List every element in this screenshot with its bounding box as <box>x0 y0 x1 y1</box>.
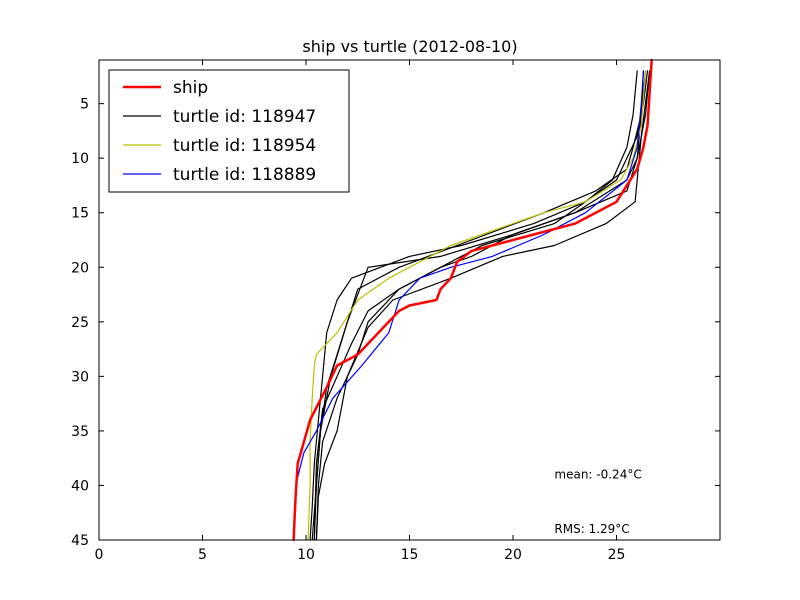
y-tick-label: 5 <box>80 97 89 113</box>
series-line-8 <box>292 58 653 542</box>
y-tick-label: 15 <box>71 206 89 222</box>
y-tick-label: 45 <box>71 533 89 549</box>
chart-title: ship vs turtle (2012-08-10) <box>302 37 517 56</box>
legend: ship turtle id: 118947 turtle id: 118954 tu… <box>108 69 350 193</box>
annotation-1: RMS: 1.29°C <box>554 522 629 536</box>
x-tick-label: 10 <box>297 547 315 563</box>
x-tick-label: 0 <box>95 547 104 563</box>
series-line-0 <box>309 70 638 541</box>
annotation-layer: mean: -0.24°C RMS: 1.29°C <box>554 468 641 537</box>
series-layer <box>292 58 653 542</box>
legend-box <box>108 69 350 193</box>
series-line-4 <box>315 70 651 541</box>
legend-label-3: turtle id: 118889 <box>173 165 316 185</box>
legend-label-2: turtle id: 118954 <box>173 136 316 156</box>
x-tick-label: 20 <box>504 547 522 563</box>
x-tick-label: 15 <box>401 547 419 563</box>
annotation-0: mean: -0.24°C <box>554 468 641 482</box>
legend-label-0: ship <box>173 78 208 98</box>
y-tick-label: 20 <box>71 260 89 276</box>
series-line-5 <box>315 70 651 541</box>
series-line-6 <box>307 70 647 541</box>
legend-label-1: turtle id: 118947 <box>173 107 316 127</box>
y-tick-label: 35 <box>71 424 89 440</box>
axes-layer: 0 5 10 15 20 25 5 10 15 20 25 30 35 40 45 <box>71 60 720 563</box>
series-line-7 <box>293 70 644 541</box>
y-tick-label: 30 <box>71 369 89 385</box>
x-tick-label: 5 <box>198 547 207 563</box>
series-line-3 <box>313 70 647 541</box>
y-tick-label: 10 <box>71 151 89 167</box>
y-tick-label: 25 <box>71 315 89 331</box>
y-tick-label: 40 <box>71 478 89 494</box>
x-tick-label: 25 <box>608 547 626 563</box>
